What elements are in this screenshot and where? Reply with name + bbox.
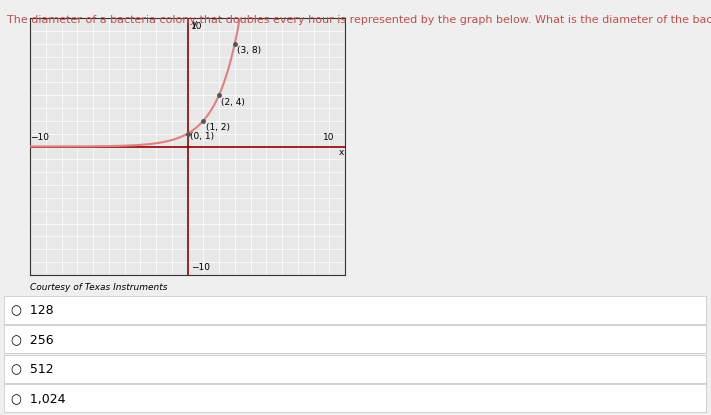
Text: The diameter of a bacteria colony that doubles every hour is represented by the : The diameter of a bacteria colony that d… [7,15,711,24]
Text: (0, 1): (0, 1) [190,132,214,141]
Text: 10: 10 [323,133,334,142]
Text: −10: −10 [191,264,210,272]
Text: ○  1,024: ○ 1,024 [11,392,65,405]
Text: 10: 10 [191,22,203,31]
Text: ○  128: ○ 128 [11,303,53,316]
Text: ○  512: ○ 512 [11,362,53,375]
Text: (3, 8): (3, 8) [237,46,261,55]
Text: (1, 2): (1, 2) [205,123,230,132]
Text: x: x [338,148,344,157]
Text: (2, 4): (2, 4) [221,98,245,107]
Text: Courtesy of Texas Instruments: Courtesy of Texas Instruments [30,283,168,292]
Text: ○  256: ○ 256 [11,333,53,346]
Text: y: y [191,19,197,28]
Text: −10: −10 [30,133,49,142]
